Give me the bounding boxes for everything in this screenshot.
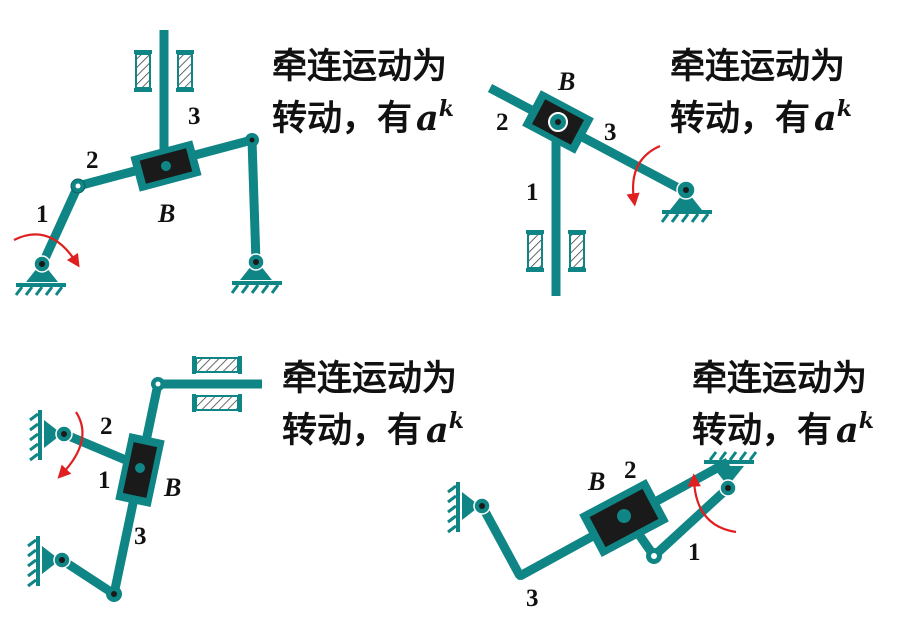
- guide-bottom-left: [192, 356, 242, 412]
- label-B: B: [163, 473, 181, 502]
- panel-top-right: B 2 3 1 牵连运动为 转动，有 ak: [487, 47, 852, 296]
- ground-pivot: [14, 255, 66, 296]
- label-2: 2: [496, 109, 509, 136]
- guide-top-right: [526, 230, 586, 272]
- caption-line1: 牵连运动为: [282, 359, 457, 399]
- label-1: 1: [36, 201, 49, 228]
- joint: [249, 137, 255, 143]
- caption-line2: 转动，有 ak: [272, 96, 454, 139]
- link-1: [37, 184, 83, 267]
- wall-pivot: [27, 536, 71, 588]
- label-B: B: [557, 67, 575, 96]
- link-3: [487, 84, 689, 196]
- label-3: 3: [604, 119, 617, 146]
- caption-line1: 牵连运动为: [670, 47, 845, 87]
- caption-line1: 牵连运动为: [272, 47, 447, 87]
- label-1: 1: [688, 539, 701, 566]
- caption-line2: 转动，有 ak: [670, 96, 852, 139]
- label-1: 1: [526, 179, 539, 206]
- label-2: 2: [100, 413, 113, 440]
- caption-line2: 转动，有 ak: [692, 408, 874, 451]
- joint: [111, 591, 117, 597]
- caption-line2: 转动，有 ak: [282, 408, 464, 451]
- panel-top-left: 1 2 3 B 牵连运动为 转动，有 ak: [13, 30, 454, 296]
- label-B: B: [157, 199, 175, 228]
- joint: [516, 572, 524, 580]
- joint: [75, 183, 81, 189]
- ground-pivot: [660, 180, 712, 223]
- link-3: [478, 503, 524, 579]
- wall-pivot: [447, 482, 491, 534]
- label-3: 3: [188, 103, 201, 130]
- joint: [651, 553, 657, 559]
- wall-pivot: [29, 410, 73, 462]
- joint: [135, 463, 145, 473]
- ceiling-pivot: [704, 451, 758, 497]
- panel-bottom-left: 2 1 B 3 牵连运动为 转动，有 ak: [27, 356, 464, 602]
- label-1: 1: [98, 467, 111, 494]
- joint: [155, 381, 161, 387]
- guide-top-left: [134, 50, 194, 92]
- label-B: B: [587, 467, 605, 496]
- rotation-arrow: [57, 411, 84, 479]
- rotation-arrow: [626, 144, 661, 207]
- label-3: 3: [526, 585, 539, 612]
- joint: [617, 509, 631, 523]
- caption-line1: 牵连运动为: [692, 359, 867, 399]
- ground-pivot: [230, 253, 282, 294]
- label-3: 3: [134, 523, 147, 550]
- rotation-arrow: [13, 233, 80, 268]
- panel-bottom-right: B 2 1 3 牵连运动为 转动，有 ak: [447, 359, 874, 612]
- rotation-arrow: [687, 473, 737, 534]
- rocker: [247, 139, 261, 263]
- link-1: [650, 484, 732, 560]
- lower-link: [59, 556, 117, 598]
- label-2: 2: [86, 147, 99, 174]
- joint: [555, 119, 561, 125]
- label-2: 2: [624, 457, 637, 484]
- slider-block: [130, 140, 202, 192]
